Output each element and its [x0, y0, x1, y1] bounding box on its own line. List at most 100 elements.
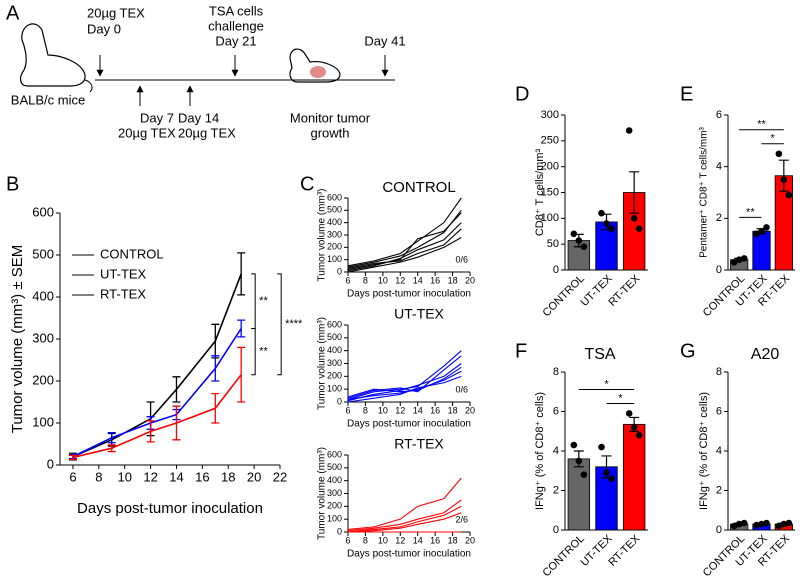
error-bar: [107, 444, 116, 453]
error-bar: [107, 432, 116, 444]
timeline-label: 20µg TEX: [87, 5, 145, 20]
y-axis-label: IFNg⁺ (% of CD8⁺ cells): [534, 392, 546, 510]
timeline-label: Day 41: [364, 33, 405, 48]
data-point: [630, 215, 638, 222]
y-axis-label: Tumor volume (mm³): [317, 317, 328, 410]
panel-label: C: [300, 173, 314, 195]
x-tick-label: 14: [413, 405, 423, 415]
line: [347, 228, 462, 269]
y-tick-label: 6: [716, 405, 722, 417]
y-tick-label: 600: [327, 319, 342, 329]
y-tick-label: 2: [716, 212, 722, 224]
x-tick-label: 12: [395, 275, 405, 285]
x-tick-label: 10: [378, 405, 388, 415]
y-tick-label: 0: [553, 524, 559, 536]
y-tick-label: 100: [327, 254, 342, 264]
timeline-label: 20µg TEX: [178, 125, 236, 140]
y-tick-label: 300: [327, 358, 342, 368]
x-tick-label: 14: [169, 469, 183, 484]
annotation: 2/6: [455, 514, 468, 524]
data-point: [758, 227, 765, 235]
line: [347, 222, 462, 272]
x-axis-label: Days post-tumor inoculation: [77, 500, 263, 517]
panel-label: B: [6, 173, 19, 195]
significance-label: **: [259, 295, 268, 307]
data-point: [780, 176, 788, 183]
data-point: [575, 457, 583, 465]
data-point: [758, 520, 765, 528]
data-point: [608, 225, 615, 232]
y-tick-label: 2: [553, 484, 559, 496]
error-bar: [778, 159, 789, 192]
x-tick-label: 10: [378, 535, 388, 545]
y-tick-label: 6: [716, 109, 722, 121]
y-tick-label: 2: [716, 484, 722, 496]
x-tick-label: 18: [448, 405, 458, 415]
data-point: [580, 243, 588, 251]
y-axis-label: Pentamer⁺ CD8⁺ T cells/mm³: [699, 126, 710, 257]
chart-title: CONTROL: [382, 179, 455, 196]
y-tick-label: 100: [327, 384, 342, 394]
data-point: [608, 475, 615, 482]
y-tick-label: 150: [541, 186, 559, 198]
data-point: [598, 443, 605, 451]
y-tick-label: 200: [327, 242, 342, 252]
x-tick-label: 16: [430, 535, 440, 545]
y-tick-label: 600: [32, 204, 54, 219]
x-tick-label: 10: [117, 469, 131, 484]
y-tick-label: 400: [327, 217, 342, 227]
data-point: [625, 127, 633, 134]
timeline: 20µg TEX Day 0 Day 7 20µg TEX Day 14 20µ…: [11, 3, 406, 140]
data-point: [630, 424, 638, 431]
chart-title: RT-TEX: [394, 436, 444, 452]
mouse-tail: [84, 79, 93, 93]
timeline-label: Day 14: [178, 110, 219, 125]
y-tick-label: 100: [327, 514, 342, 524]
x-tick-label: 12: [395, 535, 405, 545]
timeline-label: 20µg TEX: [118, 125, 176, 140]
timeline-label: growth: [310, 125, 349, 140]
x-tick-label: 20: [465, 535, 475, 545]
x-tick-label: 18: [221, 469, 235, 484]
x-tick-label: 6: [345, 405, 350, 415]
y-tick-label: 300: [32, 330, 54, 345]
timeline-label: Day 21: [215, 33, 256, 48]
line: [72, 328, 242, 458]
x-tick-label: 8: [363, 405, 368, 415]
x-axis-label: Days post-tumor inoculation: [347, 549, 471, 560]
y-tick-label: 500: [32, 246, 54, 261]
y-tick-label: 400: [327, 475, 342, 485]
data-point: [635, 431, 643, 439]
significance-label: *: [771, 133, 776, 145]
x-axis-label: Days post-tumor inoculation: [347, 289, 471, 300]
y-tick-label: 8: [553, 366, 559, 378]
panel-label: A: [6, 2, 20, 24]
significance-label: ****: [285, 318, 303, 330]
x-tick-label: 10: [378, 275, 388, 285]
line: [347, 477, 462, 530]
significance-label: **: [259, 346, 268, 358]
data-point: [763, 519, 770, 527]
y-tick-label: 400: [327, 345, 342, 355]
data-point: [753, 521, 760, 529]
line: [347, 363, 462, 402]
annotation: 0/6: [455, 254, 468, 264]
error-bar: [172, 376, 181, 403]
data-point: [570, 230, 578, 238]
y-tick-label: 100: [541, 212, 559, 224]
x-tick-label: RT-TEX: [606, 532, 642, 568]
x-tick-label: RT-TEX: [606, 272, 642, 308]
x-tick-label: 20: [465, 405, 475, 415]
x-tick-label: 18: [448, 275, 458, 285]
chart-title: A20: [751, 346, 780, 363]
y-tick-label: 200: [327, 371, 342, 381]
line: [347, 512, 462, 533]
x-tick-label: 6: [345, 275, 350, 285]
data-point: [580, 471, 588, 479]
line: [347, 355, 462, 399]
y-tick-label: 600: [327, 449, 342, 459]
significance-label: **: [746, 206, 755, 218]
x-tick-label: 12: [395, 405, 405, 415]
panel-label: D: [515, 83, 529, 105]
line: [347, 375, 462, 403]
